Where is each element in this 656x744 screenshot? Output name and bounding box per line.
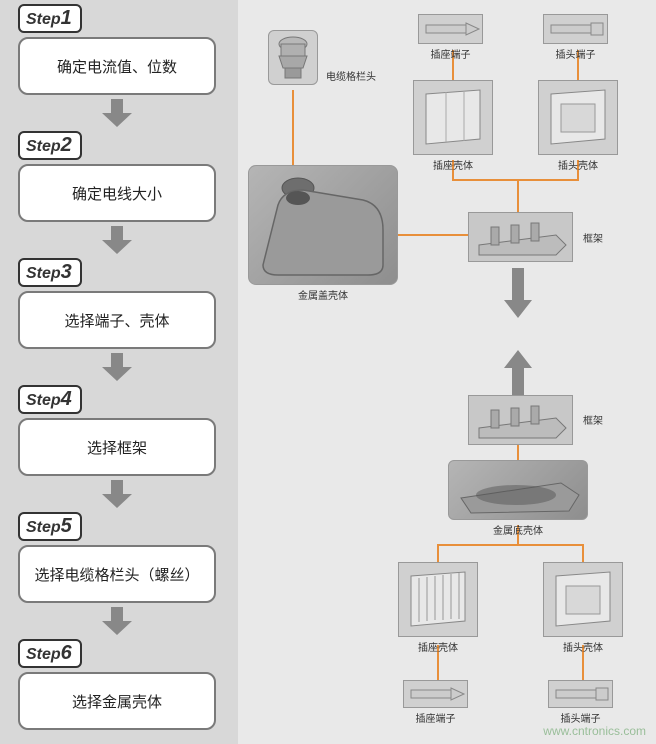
step-badge-label: Step bbox=[26, 646, 61, 663]
step-badge-label: Step bbox=[26, 11, 61, 28]
arrow-3 bbox=[18, 353, 216, 381]
arrow-1 bbox=[18, 99, 216, 127]
metal-top-hood-label: 金属盖壳体 bbox=[298, 287, 348, 302]
step-badge-4: Step4 bbox=[18, 385, 82, 414]
step-text: 选择框架 bbox=[87, 437, 147, 458]
plug-housing-top-label: 插头壳体 bbox=[558, 157, 598, 172]
step-box-6: 选择金属壳体 bbox=[18, 672, 216, 730]
frame-bottom-icon bbox=[468, 395, 573, 445]
frame-bottom-label: 框架 bbox=[583, 412, 603, 427]
plug-housing-bottom-icon bbox=[543, 562, 623, 637]
step-badge-5: Step5 bbox=[18, 512, 82, 541]
socket-housing-top: 插座壳体 bbox=[413, 80, 493, 172]
step-badge-num: 1 bbox=[61, 7, 72, 29]
plug-housing-bottom-label: 插头壳体 bbox=[563, 639, 603, 654]
diagram-panel: 电缆格栏头 金属盖壳体 插座端子 插头端子 插座壳体 bbox=[238, 0, 656, 744]
step-badge-num: 5 bbox=[61, 515, 72, 537]
metal-base-label: 金属底壳体 bbox=[493, 522, 543, 537]
step-box-4: 选择框架 bbox=[18, 418, 216, 476]
socket-terminal-bottom-label: 插座端子 bbox=[416, 710, 456, 725]
step-6: Step6 选择金属壳体 bbox=[18, 639, 228, 730]
socket-terminal-top: 插座端子 bbox=[418, 14, 483, 61]
step-badge-label: Step bbox=[26, 519, 61, 536]
step-badge-2: Step2 bbox=[18, 131, 82, 160]
step-badge-num: 6 bbox=[61, 642, 72, 664]
frame-top-label: 框架 bbox=[583, 230, 603, 245]
step-5: Step5 选择电缆格栏头（螺丝） bbox=[18, 512, 228, 603]
plug-housing-top-icon bbox=[538, 80, 618, 155]
step-badge-3: Step3 bbox=[18, 258, 82, 287]
plug-terminal-bottom-label: 插头端子 bbox=[561, 710, 601, 725]
plug-terminal-top-label: 插头端子 bbox=[556, 46, 596, 61]
frame-bottom bbox=[468, 395, 573, 445]
step-2: Step2 确定电线大小 bbox=[18, 131, 228, 222]
step-box-1: 确定电流值、位数 bbox=[18, 37, 216, 95]
step-badge-num: 2 bbox=[61, 134, 72, 156]
step-text: 选择端子、壳体 bbox=[64, 310, 169, 331]
step-badge-6: Step6 bbox=[18, 639, 82, 668]
step-badge-num: 3 bbox=[61, 261, 72, 283]
metal-top-hood-icon bbox=[248, 165, 398, 285]
metal-top-hood: 金属盖壳体 bbox=[248, 165, 398, 302]
step-text: 确定电流值、位数 bbox=[57, 56, 177, 77]
plug-housing-bottom: 插头壳体 bbox=[543, 562, 623, 654]
socket-housing-top-label: 插座壳体 bbox=[433, 157, 473, 172]
socket-housing-bottom-icon bbox=[398, 562, 478, 637]
socket-terminal-top-icon bbox=[418, 14, 483, 44]
step-3: Step3 选择端子、壳体 bbox=[18, 258, 228, 349]
cable-gland-label: 电缆格栏头 bbox=[326, 68, 376, 83]
plug-terminal-bottom: 插头端子 bbox=[548, 680, 613, 725]
socket-terminal-bottom-icon bbox=[403, 680, 468, 708]
step-box-5: 选择电缆格栏头（螺丝） bbox=[18, 545, 216, 603]
step-badge-1: Step1 bbox=[18, 4, 82, 33]
plug-terminal-top: 插头端子 bbox=[543, 14, 608, 61]
step-box-2: 确定电线大小 bbox=[18, 164, 216, 222]
socket-housing-bottom: 插座壳体 bbox=[398, 562, 478, 654]
steps-panel: Step1 确定电流值、位数 Step2 确定电线大小 Step3 选择端子、壳… bbox=[18, 4, 228, 730]
metal-base-icon bbox=[448, 460, 588, 520]
step-box-3: 选择端子、壳体 bbox=[18, 291, 216, 349]
socket-terminal-bottom: 插座端子 bbox=[403, 680, 468, 725]
cable-gland bbox=[268, 30, 318, 85]
metal-base: 金属底壳体 bbox=[448, 460, 588, 537]
step-text: 选择金属壳体 bbox=[72, 691, 162, 712]
plug-housing-top: 插头壳体 bbox=[538, 80, 618, 172]
step-badge-num: 4 bbox=[61, 388, 72, 410]
step-1: Step1 确定电流值、位数 bbox=[18, 4, 228, 95]
step-badge-label: Step bbox=[26, 392, 61, 409]
socket-terminal-top-label: 插座端子 bbox=[431, 46, 471, 61]
step-badge-label: Step bbox=[26, 265, 61, 282]
step-badge-label: Step bbox=[26, 138, 61, 155]
arrow-2 bbox=[18, 226, 216, 254]
arrow-5 bbox=[18, 607, 216, 635]
step-4: Step4 选择框架 bbox=[18, 385, 228, 476]
frame-top-icon bbox=[468, 212, 573, 262]
arrow-4 bbox=[18, 480, 216, 508]
plug-terminal-bottom-icon bbox=[548, 680, 613, 708]
watermark: www.cntronics.com bbox=[543, 724, 646, 738]
step-text: 确定电线大小 bbox=[72, 183, 162, 204]
plug-terminal-top-icon bbox=[543, 14, 608, 44]
frame-top bbox=[468, 212, 573, 262]
cable-gland-icon bbox=[268, 30, 318, 85]
socket-housing-top-icon bbox=[413, 80, 493, 155]
socket-housing-bottom-label: 插座壳体 bbox=[418, 639, 458, 654]
step-text: 选择电缆格栏头（螺丝） bbox=[34, 564, 199, 585]
